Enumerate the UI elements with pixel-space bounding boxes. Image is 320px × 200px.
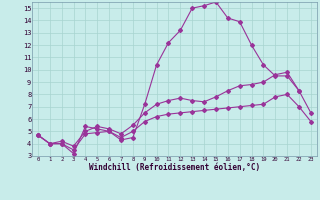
X-axis label: Windchill (Refroidissement éolien,°C): Windchill (Refroidissement éolien,°C) [89,163,260,172]
